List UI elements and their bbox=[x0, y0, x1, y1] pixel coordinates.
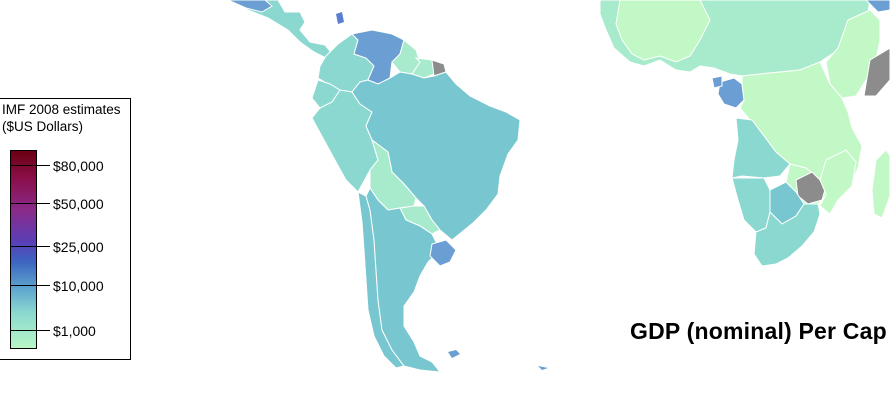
country-mozambique bbox=[819, 149, 857, 215]
legend-title: IMF 2008 estimates ($US Dollars) bbox=[2, 101, 121, 135]
islands-falklands bbox=[448, 350, 460, 358]
legend-tick-mark bbox=[10, 165, 50, 166]
legend-tick-mark bbox=[10, 330, 50, 331]
legend-tick-mark bbox=[10, 203, 50, 204]
region-equatorial-guinea bbox=[711, 75, 723, 89]
map-title: GDP (nominal) Per Cap bbox=[630, 318, 887, 344]
legend-tick-mark bbox=[10, 285, 50, 286]
country-angola bbox=[731, 117, 791, 179]
legend-tick-label: $50,000 bbox=[53, 196, 104, 212]
region-arabia-edge bbox=[865, 0, 890, 13]
region-horn-of-africa bbox=[825, 9, 881, 99]
legend-tick-mark bbox=[10, 246, 50, 247]
region-caribbean-islands bbox=[336, 12, 344, 24]
legend: IMF 2008 estimates ($US Dollars) $80,000… bbox=[0, 98, 131, 360]
country-uruguay bbox=[429, 239, 457, 267]
islands-south-georgia bbox=[538, 366, 548, 370]
region-west-africa-lowincome bbox=[615, 0, 711, 63]
country-argentina bbox=[365, 187, 442, 373]
legend-tick-label: $10,000 bbox=[53, 278, 104, 294]
country-madagascar bbox=[871, 149, 890, 219]
legend-tick-label: $80,000 bbox=[53, 158, 104, 174]
region-central-america bbox=[227, 0, 335, 59]
legend-tick-label: $1,000 bbox=[53, 323, 96, 339]
legend-title-line2: ($US Dollars) bbox=[2, 119, 84, 134]
legend-color-scale bbox=[10, 150, 37, 349]
region-mexico bbox=[227, 0, 273, 13]
legend-tick-label: $25,000 bbox=[53, 239, 104, 255]
legend-title-line1: IMF 2008 estimates bbox=[2, 102, 121, 117]
country-gabon bbox=[717, 77, 745, 109]
country-south-africa bbox=[753, 203, 821, 267]
country-somalia-nodata bbox=[863, 47, 890, 97]
